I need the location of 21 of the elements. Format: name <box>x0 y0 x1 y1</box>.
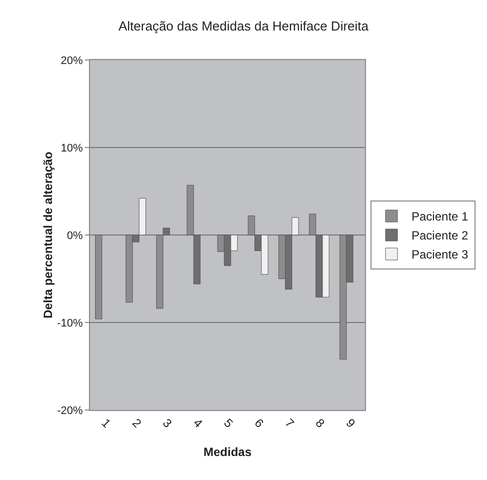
x-axis-title: Medidas <box>203 445 252 459</box>
x-tick-label: 4 <box>190 416 206 431</box>
x-tick-label: 3 <box>160 416 175 431</box>
x-tick-label: 6 <box>252 416 267 431</box>
x-tick-label: 7 <box>282 416 298 431</box>
y-tick-label: 10% <box>60 142 84 154</box>
x-tick-label: 2 <box>129 416 144 431</box>
legend-label: Paciente 1 <box>412 210 469 224</box>
x-tick-label: 5 <box>221 416 236 431</box>
legend-label: Paciente 3 <box>412 248 469 262</box>
y-tick-label: -20% <box>57 404 84 417</box>
x-tick-label: 9 <box>343 416 358 431</box>
y-axis-title: Delta percentual de alteração <box>41 152 56 318</box>
chart-title: Alteração das Medidas da Hemiface Direita <box>118 18 370 34</box>
y-tick-label: 0% <box>66 230 84 242</box>
legend-label: Paciente 2 <box>412 228 469 243</box>
x-tick-label: 8 <box>312 416 328 431</box>
y-tick-label: -10% <box>57 317 84 330</box>
x-tick-label: 1 <box>98 416 114 431</box>
y-tick-label: 20% <box>60 54 84 67</box>
bar <box>95 234 102 320</box>
